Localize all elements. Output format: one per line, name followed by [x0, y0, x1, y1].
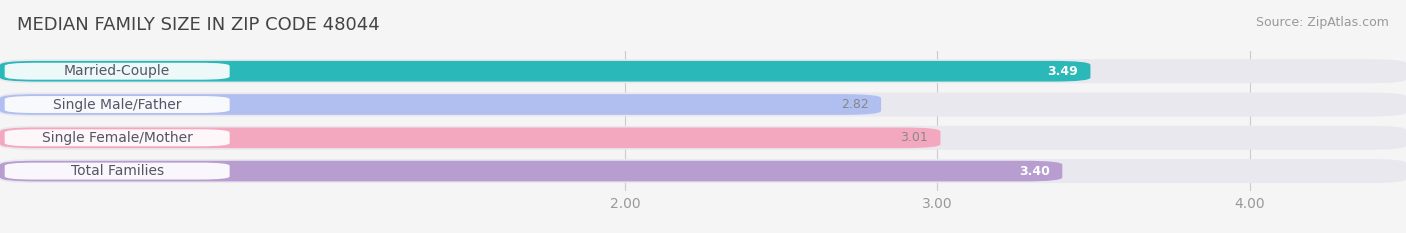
FancyBboxPatch shape	[0, 161, 1063, 182]
FancyBboxPatch shape	[0, 94, 882, 115]
FancyBboxPatch shape	[0, 127, 941, 148]
Text: Single Male/Father: Single Male/Father	[53, 98, 181, 112]
FancyBboxPatch shape	[0, 61, 1091, 82]
FancyBboxPatch shape	[0, 93, 1406, 116]
Text: Married-Couple: Married-Couple	[65, 64, 170, 78]
FancyBboxPatch shape	[4, 96, 229, 113]
Text: Source: ZipAtlas.com: Source: ZipAtlas.com	[1256, 16, 1389, 29]
Text: Single Female/Mother: Single Female/Mother	[42, 131, 193, 145]
Text: 3.01: 3.01	[900, 131, 928, 144]
Text: 3.40: 3.40	[1019, 164, 1050, 178]
FancyBboxPatch shape	[4, 63, 229, 80]
Text: MEDIAN FAMILY SIZE IN ZIP CODE 48044: MEDIAN FAMILY SIZE IN ZIP CODE 48044	[17, 16, 380, 34]
FancyBboxPatch shape	[0, 126, 1406, 150]
FancyBboxPatch shape	[0, 59, 1406, 83]
FancyBboxPatch shape	[4, 129, 229, 146]
FancyBboxPatch shape	[0, 159, 1406, 183]
Text: 3.49: 3.49	[1047, 65, 1078, 78]
Text: Total Families: Total Families	[70, 164, 163, 178]
FancyBboxPatch shape	[4, 163, 229, 180]
Text: 2.82: 2.82	[841, 98, 869, 111]
